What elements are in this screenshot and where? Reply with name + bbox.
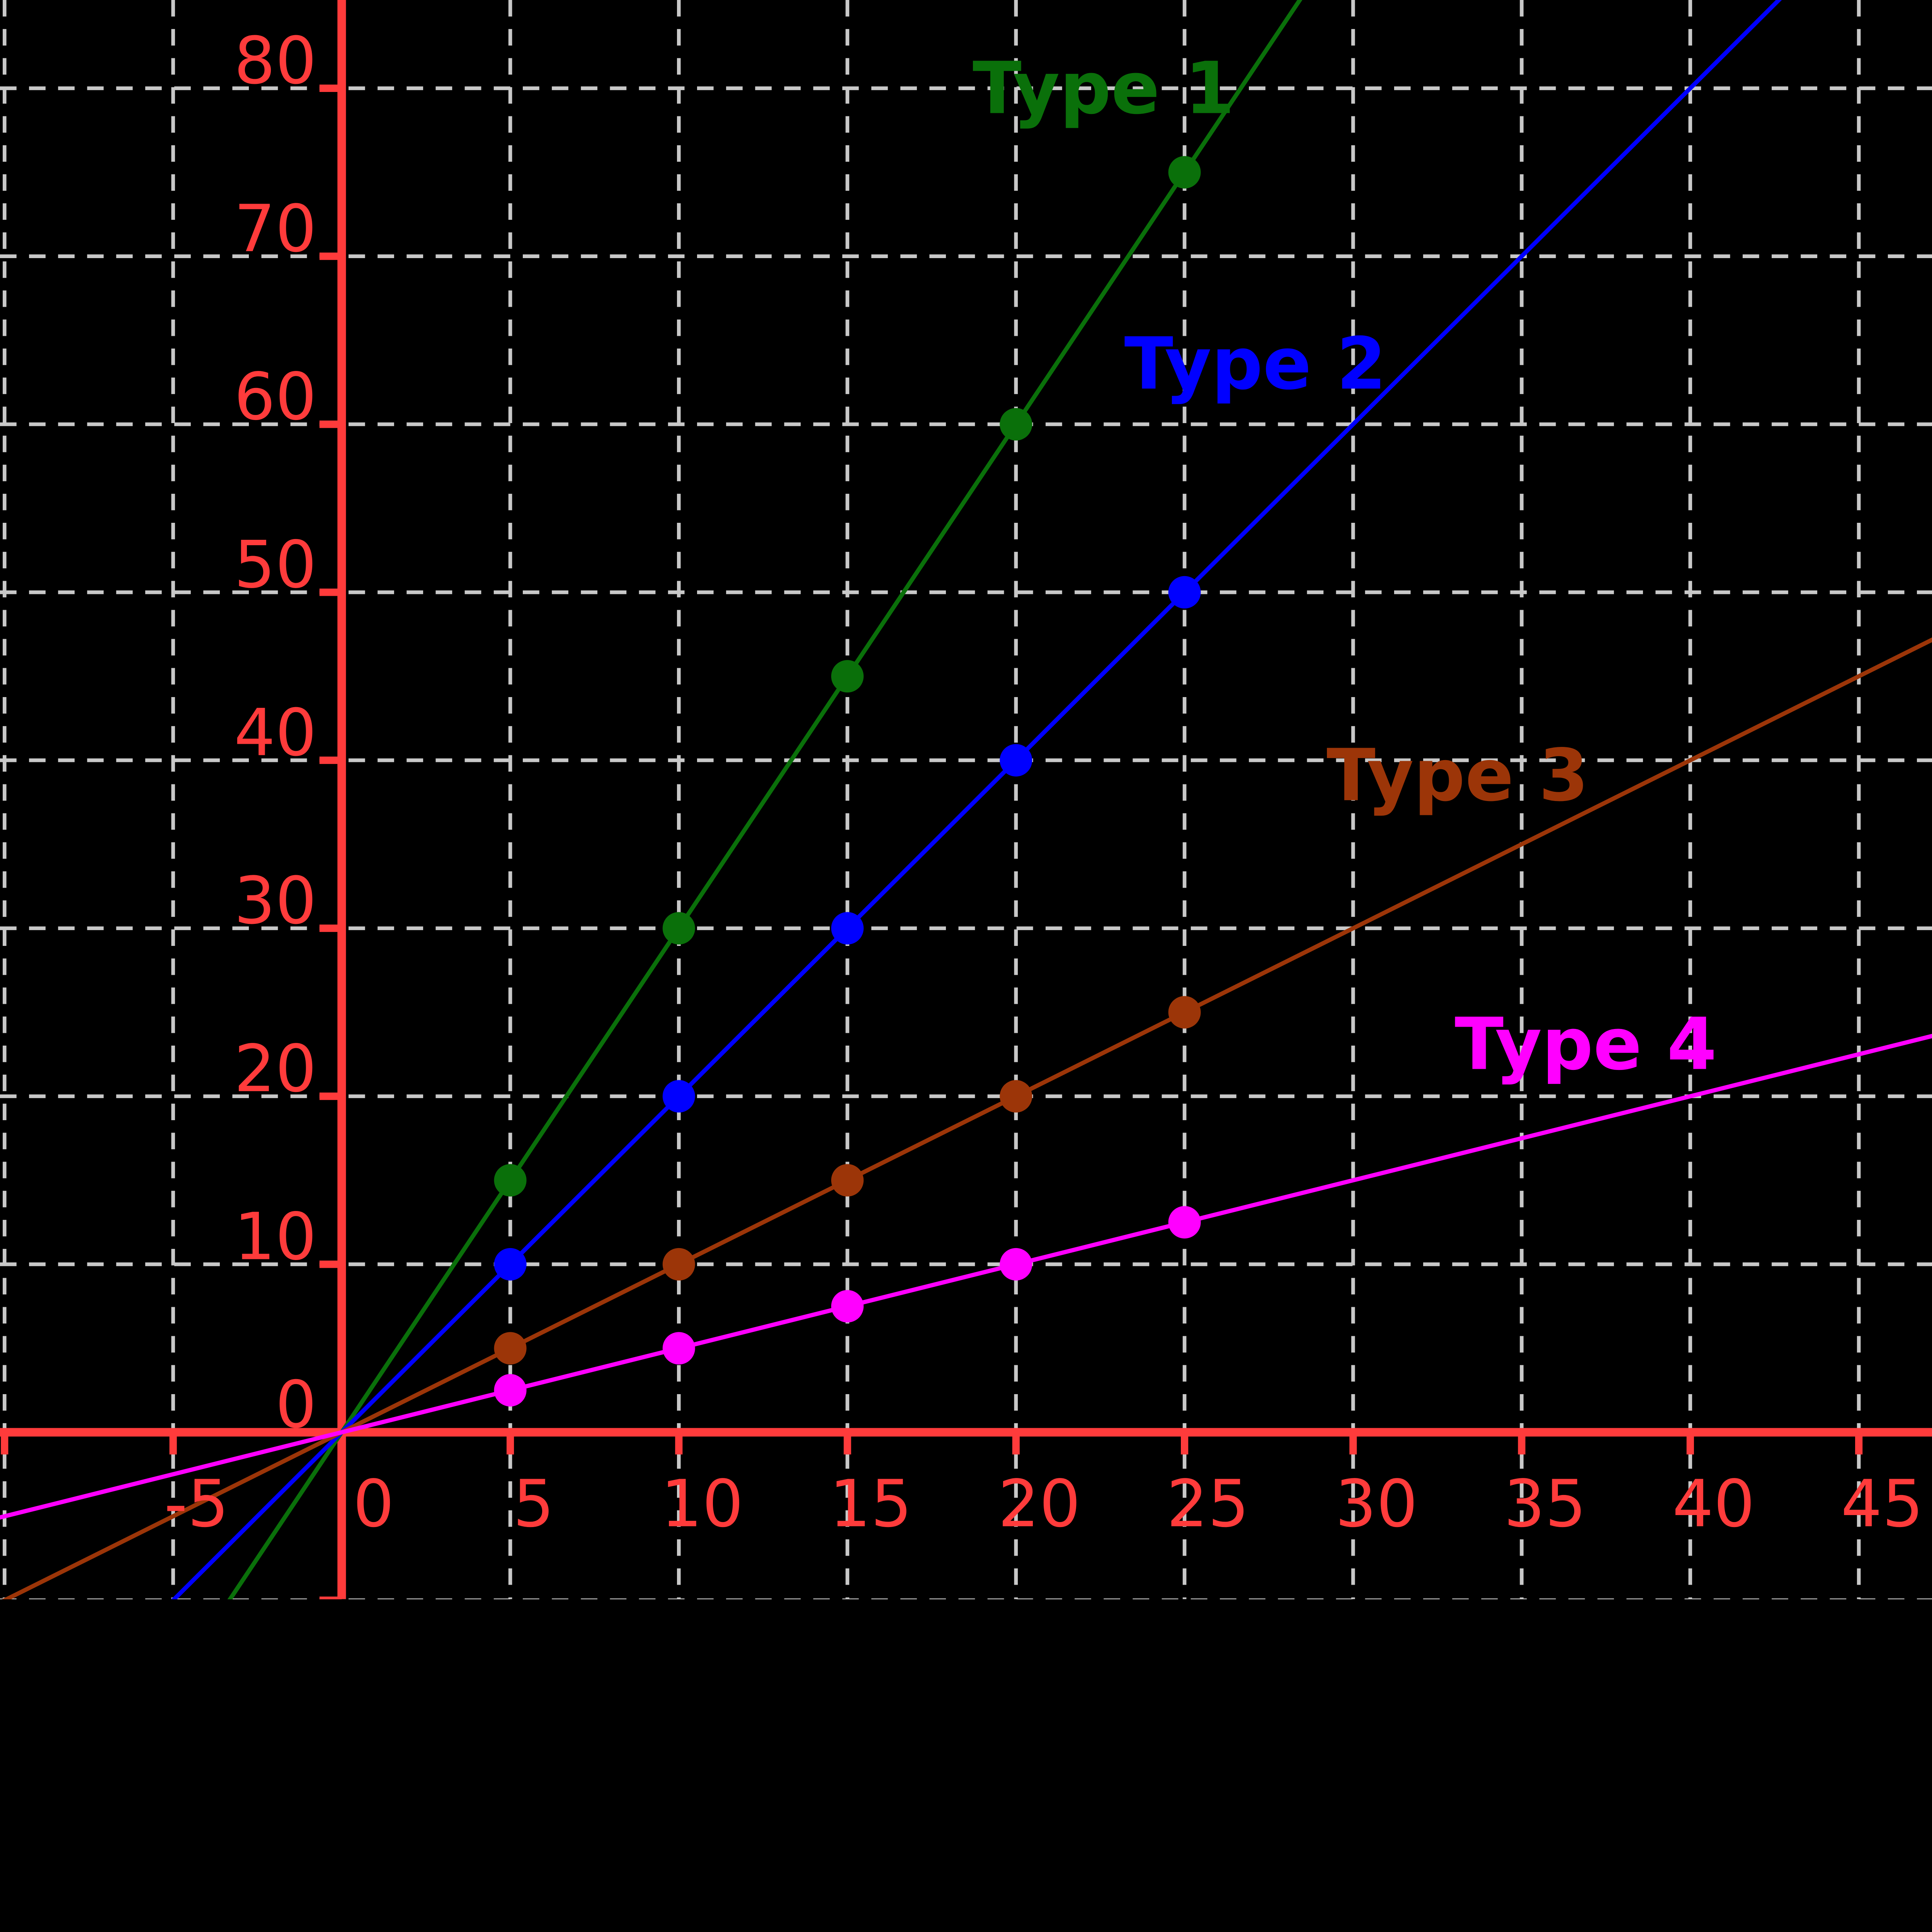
series-label-type-2: Type 2 [1124,322,1386,406]
data-point [662,1080,695,1113]
data-point [494,1374,527,1407]
y-tick-label: 0 [276,1367,317,1442]
x-tick-label: -5 [164,1466,229,1542]
series-label-type-4: Type 4 [1455,1003,1717,1086]
data-point [1000,1080,1032,1113]
data-point [1168,996,1201,1029]
data-point [831,1290,864,1323]
x-tick-label: 30 [1335,1466,1418,1542]
y-tick-label: 60 [234,359,317,435]
y-tick-label: 80 [234,23,317,99]
x-tick-label: 35 [1504,1466,1587,1542]
series-label-type-3: Type 3 [1327,734,1588,817]
data-point [831,1164,864,1197]
data-point [1000,1248,1032,1281]
y-tick-label: 50 [234,527,317,603]
y-tick-label: 10 [234,1199,317,1275]
x-tick-label: 0 [353,1466,394,1542]
y-tick-label: 40 [234,695,317,770]
data-point [494,1164,527,1197]
data-point [831,912,864,945]
data-point [494,1332,527,1365]
chart: -5 0 5 10 15 20 25 30 35 40 45 0 10 20 30 40 50 60 70 80 Typ… [0,0,1932,1599]
data-point [1168,576,1201,609]
line-chart-canvas: -5 0 5 10 15 20 25 30 35 40 45 0 10 20 30 40 50 60 70 80 Typ… [0,0,1932,1599]
x-tick-label: 5 [513,1466,554,1542]
data-point [1168,1206,1201,1239]
series-line-type-4 [0,1034,1932,1520]
x-tick-label: 25 [1167,1466,1249,1542]
y-tick-label: 70 [234,191,317,267]
data-point [494,1248,527,1281]
x-tick-label: 40 [1672,1466,1755,1542]
data-point [1000,744,1032,777]
data-point [662,912,695,945]
data-point [1168,156,1201,189]
data-point [1000,408,1032,441]
data-point [662,1248,695,1281]
x-tick-label: 20 [998,1466,1081,1542]
data-point [831,660,864,693]
x-tick-label: 45 [1841,1466,1923,1542]
x-tick-label: 15 [830,1466,912,1542]
series-line-type-2 [171,0,1782,1599]
y-tick-label: 30 [234,863,317,939]
x-tick-label: 10 [661,1466,743,1542]
series-line-type-3 [2,637,1932,1599]
y-tick-label: 20 [234,1031,317,1107]
data-point [662,1332,695,1365]
series-line-type-1 [227,0,1303,1599]
series-label-type-1: Type 1 [973,47,1235,130]
